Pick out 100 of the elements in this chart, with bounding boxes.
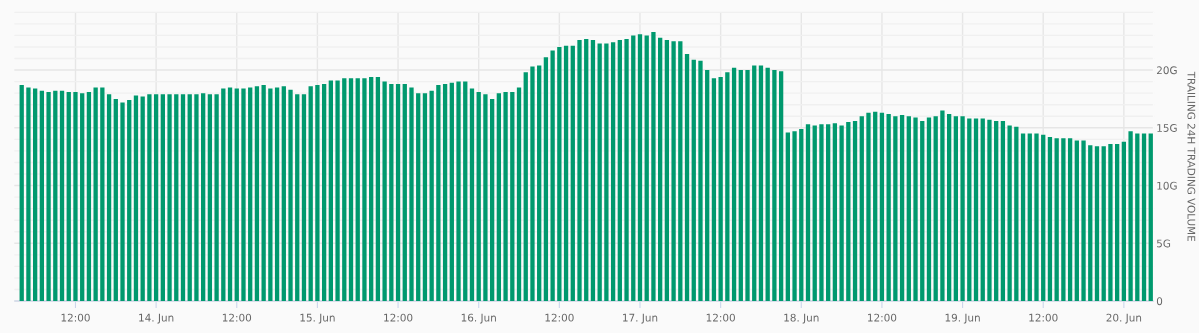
bar — [584, 38, 589, 302]
bar — [254, 86, 260, 302]
bar — [563, 45, 569, 302]
bar — [1121, 141, 1127, 302]
bar — [483, 94, 488, 302]
bar — [1148, 133, 1153, 302]
x-tick-label: 12:00 — [706, 313, 735, 322]
bar — [557, 46, 562, 302]
bar — [886, 113, 891, 302]
x-tick-label: 12:00 — [384, 313, 413, 322]
bar — [1128, 131, 1133, 302]
bar — [342, 78, 347, 302]
bar — [664, 40, 670, 302]
bar — [160, 94, 165, 302]
bar — [651, 31, 656, 302]
bar — [684, 53, 690, 302]
bar — [503, 92, 508, 302]
bar — [1047, 137, 1053, 302]
bar — [731, 67, 737, 302]
bar — [93, 87, 98, 302]
bar — [980, 118, 985, 302]
bar — [476, 92, 481, 302]
x-tick-label: 12:00 — [868, 313, 897, 322]
bar — [449, 82, 454, 302]
bar — [39, 90, 45, 302]
bar — [725, 72, 730, 302]
bar — [590, 40, 596, 302]
bar — [785, 132, 790, 302]
x-tick-label: 19. Jun — [945, 313, 980, 324]
bar — [1061, 138, 1066, 302]
bar — [221, 88, 226, 302]
bar — [597, 43, 602, 302]
bar — [543, 57, 549, 302]
bar — [610, 42, 616, 302]
bar — [489, 98, 495, 302]
bar — [920, 120, 925, 302]
bar — [987, 119, 992, 302]
bar — [873, 111, 878, 302]
y2-tick-label: 0 — [1156, 297, 1163, 306]
bar — [846, 122, 851, 302]
x-tick-label: 20. Jun — [1106, 313, 1142, 324]
bar — [711, 78, 717, 302]
bar — [1101, 146, 1106, 302]
bar — [967, 118, 972, 302]
bar — [1094, 146, 1100, 302]
bar — [174, 94, 179, 302]
bar — [678, 41, 683, 302]
bar — [147, 94, 152, 302]
bar — [355, 78, 360, 302]
bar — [33, 88, 38, 302]
bar — [705, 70, 710, 302]
bar — [604, 43, 609, 302]
bar — [859, 116, 864, 302]
bar — [799, 128, 804, 302]
bar — [1027, 133, 1032, 302]
bar — [100, 87, 105, 302]
bar — [1135, 133, 1140, 302]
bar — [765, 67, 770, 302]
bar — [738, 70, 743, 302]
bar — [1081, 140, 1086, 302]
bar — [167, 94, 172, 302]
x-tick-label: 12:00 — [545, 313, 574, 322]
bar — [113, 98, 118, 302]
bar — [214, 94, 219, 302]
bar — [436, 85, 441, 302]
bar — [953, 116, 959, 302]
bar — [826, 124, 831, 302]
bar — [752, 65, 757, 302]
bar — [1020, 133, 1026, 302]
bar — [946, 113, 952, 302]
bar — [1041, 134, 1046, 302]
bar — [395, 83, 401, 302]
bar — [268, 88, 273, 302]
bar — [926, 117, 932, 302]
bar — [637, 34, 643, 302]
bar — [127, 100, 132, 302]
x-tick-label: 12:00 — [61, 313, 90, 322]
x-tick-label: 17. Jun — [623, 313, 658, 324]
bar — [832, 123, 838, 302]
bar — [1034, 133, 1039, 302]
bar — [187, 94, 192, 302]
bar — [1000, 120, 1006, 302]
bar — [577, 40, 582, 302]
bar — [328, 80, 333, 302]
bar — [106, 94, 112, 302]
x-tick-label: 18. Jun — [784, 313, 819, 324]
bar — [227, 87, 233, 302]
bar — [207, 94, 213, 302]
bar — [26, 87, 31, 302]
bar — [866, 112, 871, 302]
bar — [180, 94, 186, 302]
bar — [1141, 133, 1147, 302]
bar — [234, 88, 239, 302]
bar — [80, 93, 85, 302]
bar — [906, 116, 911, 302]
bar — [570, 45, 575, 302]
bar — [913, 117, 918, 302]
bar — [1054, 138, 1059, 302]
bar — [369, 76, 374, 302]
bar — [19, 85, 24, 302]
